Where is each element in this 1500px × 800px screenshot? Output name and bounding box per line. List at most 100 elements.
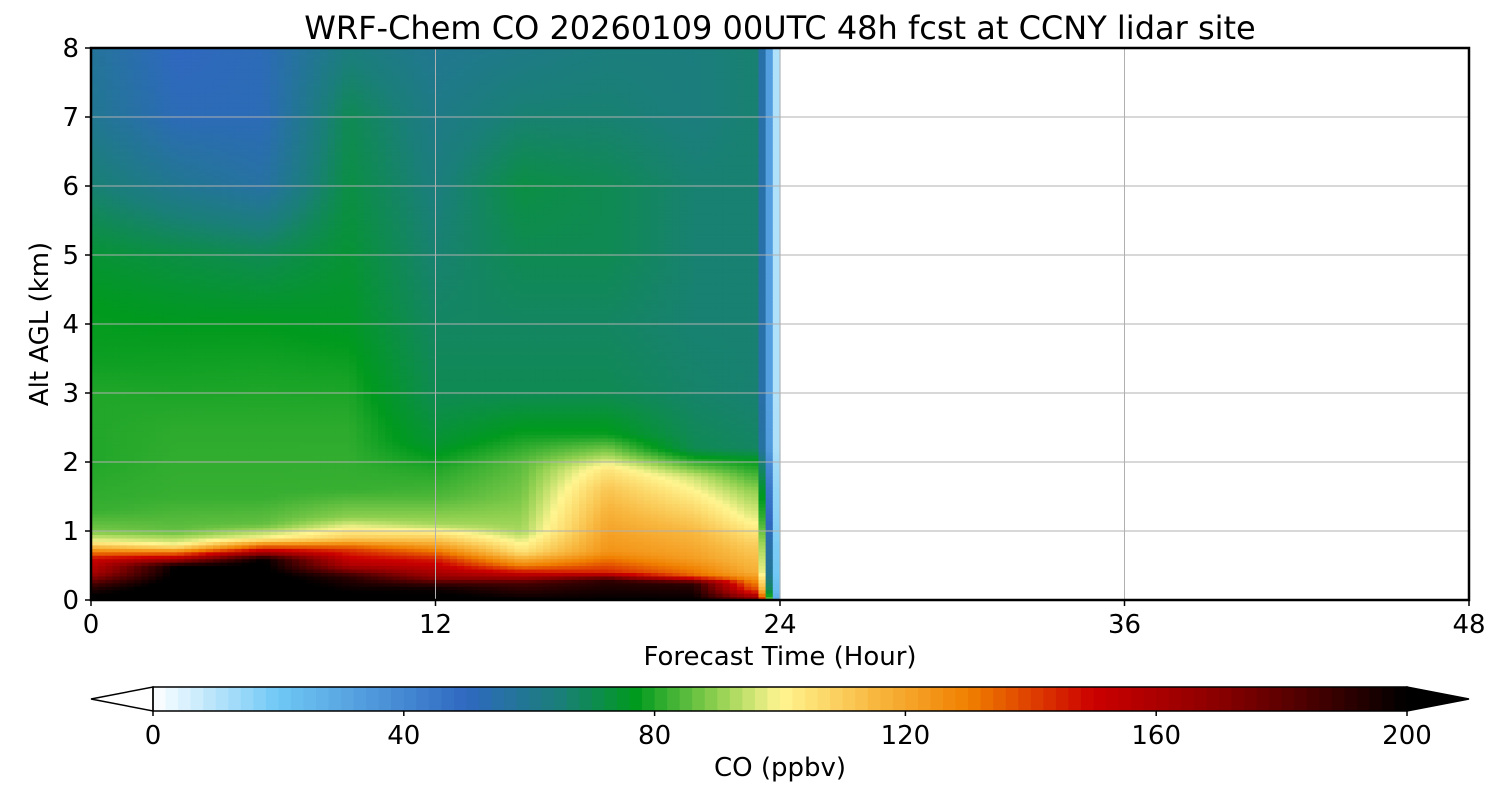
heatmap-cell (270, 486, 279, 491)
heatmap-cell (91, 548, 99, 553)
heatmap-cell (126, 451, 135, 456)
heatmap-cell (134, 282, 142, 287)
heatmap-cell (134, 99, 142, 104)
heatmap-cell (184, 79, 193, 84)
heatmap-cell (198, 165, 207, 170)
heatmap-cell (263, 493, 272, 498)
heatmap-cell (270, 355, 279, 360)
heatmap-cell (169, 165, 178, 170)
heatmap-cell (234, 475, 243, 480)
heatmap-cell (270, 58, 279, 63)
heatmap-cell (126, 568, 135, 573)
heatmap-cell (119, 255, 128, 260)
heatmap-cell (134, 137, 142, 142)
heatmap-cell (291, 168, 300, 173)
heatmap-cell (134, 234, 142, 239)
heatmap-cell (198, 475, 207, 480)
heatmap-cell (299, 503, 307, 508)
heatmap-cell (263, 103, 272, 108)
heatmap-cell (213, 106, 221, 111)
heatmap-cell (306, 141, 315, 146)
heatmap-cell (169, 134, 178, 139)
heatmap-cell (306, 520, 315, 525)
heatmap-cell (155, 110, 164, 115)
heatmap-cell (234, 579, 243, 584)
heatmap-cell (205, 148, 214, 153)
heatmap-cell (191, 268, 200, 273)
heatmap-cell (299, 330, 307, 335)
heatmap-cell (277, 344, 286, 349)
heatmap-cell (169, 406, 178, 411)
heatmap-cell (263, 572, 272, 577)
heatmap-cell (241, 499, 250, 504)
heatmap-cell (234, 220, 243, 225)
heatmap-cell (119, 192, 128, 197)
heatmap-cell (284, 441, 293, 446)
heatmap-cell (119, 330, 128, 335)
heatmap-cell (205, 430, 214, 435)
heatmap-cell (177, 593, 185, 598)
heatmap-cell (263, 279, 272, 284)
heatmap-cell (291, 175, 300, 180)
heatmap-cell (241, 403, 250, 408)
heatmap-cell (162, 113, 171, 118)
heatmap-cell (227, 151, 236, 156)
heatmap-cell (227, 358, 236, 363)
heatmap-cell (155, 410, 164, 415)
heatmap-cell (141, 396, 150, 401)
heatmap-cell (248, 161, 257, 166)
heatmap-cell (213, 351, 221, 356)
heatmap-cell (169, 513, 178, 518)
heatmap-cell (91, 127, 99, 132)
heatmap-cell (227, 513, 236, 518)
heatmap-cell (205, 289, 214, 294)
heatmap-cell (126, 244, 135, 249)
heatmap-cell (198, 537, 207, 542)
heatmap-cell (256, 568, 264, 573)
heatmap-cell (277, 572, 286, 577)
heatmap-cell (241, 186, 250, 191)
heatmap-cell (220, 82, 228, 87)
heatmap-cell (155, 368, 164, 373)
heatmap-cell (177, 79, 185, 84)
heatmap-cell (234, 344, 243, 349)
heatmap-cell (306, 279, 315, 284)
heatmap-cell (177, 189, 185, 194)
heatmap-cell (105, 399, 114, 404)
heatmap-cell (105, 82, 114, 87)
heatmap-cell (134, 351, 142, 356)
heatmap-cell (162, 496, 171, 501)
heatmap-cell (162, 196, 171, 201)
heatmap-cell (169, 462, 178, 467)
heatmap-cell (198, 310, 207, 315)
heatmap-cell (277, 355, 286, 360)
heatmap-cell (241, 130, 250, 135)
heatmap-cell (205, 396, 214, 401)
heatmap-cell (270, 327, 279, 332)
heatmap-cell (256, 99, 264, 104)
heatmap-cell (198, 317, 207, 322)
heatmap-cell (162, 479, 171, 484)
heatmap-cell (234, 320, 243, 325)
heatmap-cell (263, 534, 272, 539)
heatmap-cell (270, 203, 279, 208)
heatmap-cell (248, 372, 257, 377)
heatmap-cell (126, 99, 135, 104)
heatmap-cell (177, 268, 185, 273)
heatmap-cell (306, 441, 315, 446)
heatmap-cell (119, 541, 128, 546)
heatmap-cell (241, 85, 250, 90)
heatmap-cell (112, 393, 121, 398)
heatmap-cell (112, 475, 121, 480)
heatmap-cell (141, 379, 150, 384)
heatmap-cell (148, 289, 157, 294)
heatmap-cell (169, 351, 178, 356)
heatmap-cell (184, 330, 193, 335)
heatmap-cell (134, 148, 142, 153)
heatmap-cell (284, 244, 293, 249)
heatmap-cell (105, 517, 114, 522)
heatmap-cell (306, 179, 315, 184)
heatmap-cell (270, 351, 279, 356)
heatmap-cell (241, 292, 250, 297)
heatmap-cell (263, 582, 272, 587)
